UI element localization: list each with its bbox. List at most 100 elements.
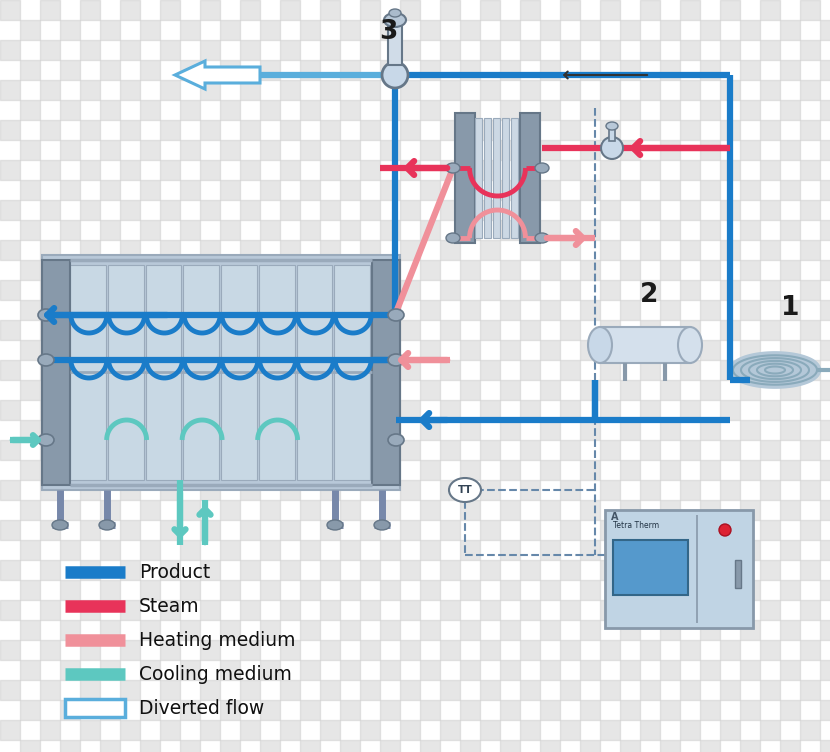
- Bar: [220, 300, 240, 320]
- Bar: [60, 100, 80, 120]
- Bar: [300, 260, 320, 280]
- Bar: [0, 240, 20, 260]
- Bar: [780, 580, 800, 600]
- Bar: [320, 440, 340, 460]
- Bar: [560, 120, 580, 140]
- Bar: [540, 220, 560, 240]
- Text: Product: Product: [139, 562, 210, 581]
- Bar: [221, 265, 256, 480]
- Bar: [800, 560, 820, 580]
- Bar: [720, 600, 740, 620]
- Bar: [420, 540, 440, 560]
- Bar: [460, 420, 480, 440]
- Bar: [680, 600, 700, 620]
- Bar: [740, 420, 760, 440]
- Bar: [580, 220, 600, 240]
- Bar: [780, 620, 800, 640]
- Bar: [560, 560, 580, 580]
- Bar: [300, 540, 320, 560]
- Bar: [620, 700, 640, 720]
- Bar: [440, 160, 460, 180]
- Bar: [740, 380, 760, 400]
- Bar: [540, 700, 560, 720]
- Bar: [580, 380, 600, 400]
- Bar: [240, 40, 260, 60]
- Bar: [820, 180, 830, 200]
- Ellipse shape: [38, 309, 54, 321]
- Bar: [560, 600, 580, 620]
- Bar: [760, 160, 780, 180]
- Bar: [680, 280, 700, 300]
- Bar: [120, 0, 140, 20]
- Bar: [440, 720, 460, 740]
- Bar: [160, 520, 180, 540]
- Bar: [220, 140, 240, 160]
- Bar: [500, 100, 520, 120]
- Bar: [60, 660, 80, 680]
- Bar: [540, 500, 560, 520]
- Bar: [520, 680, 540, 700]
- Bar: [420, 580, 440, 600]
- Bar: [720, 400, 740, 420]
- Bar: [500, 380, 520, 400]
- Bar: [180, 620, 200, 640]
- Bar: [0, 560, 20, 580]
- Bar: [540, 620, 560, 640]
- Bar: [480, 80, 500, 100]
- Bar: [100, 740, 120, 752]
- Bar: [280, 440, 300, 460]
- Bar: [300, 740, 320, 752]
- Bar: [540, 20, 560, 40]
- Bar: [520, 400, 540, 420]
- Bar: [380, 420, 400, 440]
- Bar: [740, 180, 760, 200]
- Bar: [460, 300, 480, 320]
- Bar: [280, 320, 300, 340]
- Bar: [400, 160, 420, 180]
- Bar: [660, 420, 680, 440]
- Bar: [700, 700, 720, 720]
- Bar: [380, 500, 400, 520]
- Bar: [120, 200, 140, 220]
- Bar: [140, 740, 160, 752]
- Bar: [60, 580, 80, 600]
- Bar: [820, 700, 830, 720]
- Bar: [740, 140, 760, 160]
- Bar: [480, 280, 500, 300]
- Bar: [600, 280, 620, 300]
- Bar: [540, 100, 560, 120]
- Bar: [140, 300, 160, 320]
- Bar: [620, 460, 640, 480]
- Bar: [480, 480, 500, 500]
- Bar: [620, 300, 640, 320]
- Bar: [340, 60, 360, 80]
- Bar: [100, 300, 120, 320]
- Bar: [340, 540, 360, 560]
- Bar: [400, 280, 420, 300]
- Ellipse shape: [52, 520, 68, 530]
- Bar: [360, 0, 380, 20]
- Bar: [680, 480, 700, 500]
- Ellipse shape: [38, 354, 54, 366]
- Bar: [520, 520, 540, 540]
- Bar: [360, 240, 380, 260]
- Bar: [540, 60, 560, 80]
- Bar: [740, 460, 760, 480]
- Bar: [640, 680, 660, 700]
- Bar: [800, 160, 820, 180]
- Bar: [40, 560, 60, 580]
- Bar: [780, 140, 800, 160]
- Bar: [200, 80, 220, 100]
- Bar: [180, 420, 200, 440]
- Bar: [720, 240, 740, 260]
- Bar: [820, 420, 830, 440]
- Bar: [480, 400, 500, 420]
- Bar: [640, 240, 660, 260]
- Bar: [360, 400, 380, 420]
- Bar: [260, 60, 280, 80]
- Bar: [280, 480, 300, 500]
- Bar: [680, 40, 700, 60]
- Bar: [640, 480, 660, 500]
- Bar: [480, 0, 500, 20]
- Bar: [108, 265, 144, 480]
